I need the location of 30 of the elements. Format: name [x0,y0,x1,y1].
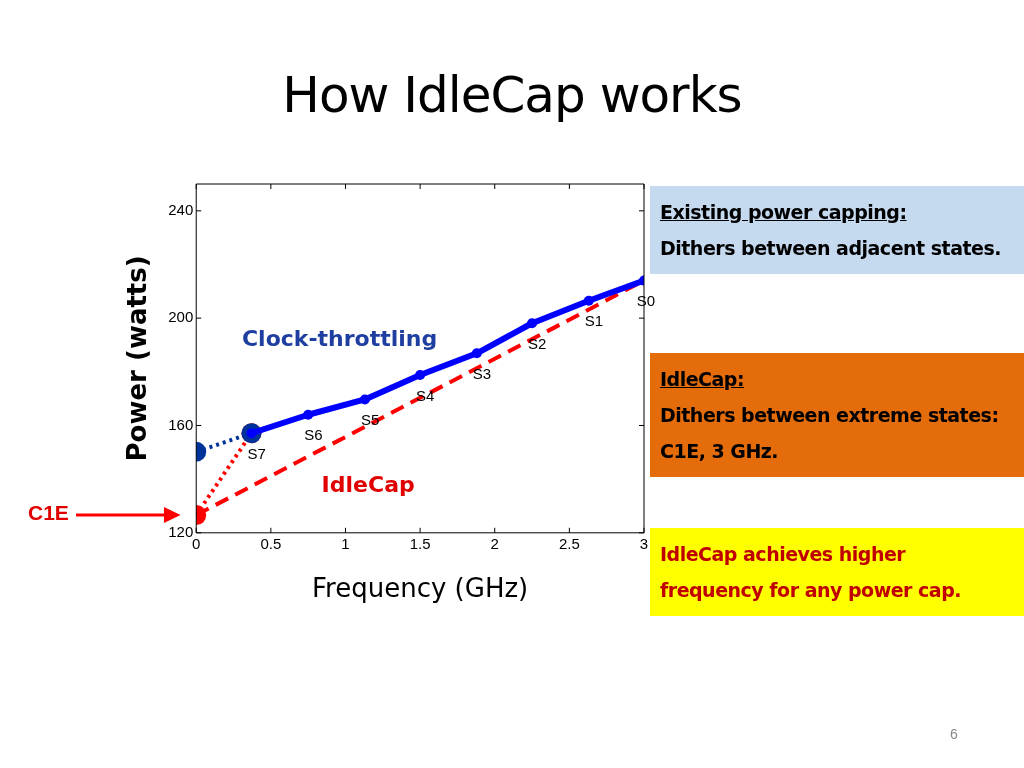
x-tick-label: 1.5 [409,534,431,552]
y-tick-label: 160 [168,415,194,433]
text: IdleCap: [660,367,746,392]
text: Dithers between extreme states: C1E, 3 GHz. [660,403,1000,464]
annotation: S1 [584,312,604,330]
x-tick-label: 1 [341,534,350,552]
text: C1E [28,501,69,526]
x-tick-label: 0 [192,534,201,552]
text: IdleCap achieves higher frequency for any power cap. [660,542,962,603]
x-axis-title: Frequency (GHz) [312,573,529,604]
text: 6 [950,726,958,742]
x-tick-label: 0.5 [260,534,282,552]
x-tick-label: 2.5 [558,534,580,552]
annotation: S2 [528,334,547,352]
annotation: S5 [360,411,380,429]
text: Existing power capping: [660,200,908,225]
series-label: IdleCap [321,472,415,498]
annotation: S0 [636,292,656,310]
text: Dithers between adjacent states. [660,236,1002,261]
x-tick-label: 2 [490,534,499,552]
series-label: Clock-throttling [241,325,438,351]
y-axis-title: Power (watts) [122,255,153,462]
y-tick-label: 120 [168,522,194,540]
y-tick-label: 240 [168,200,194,218]
x-tick-label: 3 [639,534,649,552]
chart-title: How IdleCap works [281,66,743,124]
annotation: S3 [472,364,492,382]
annotation: S6 [304,426,323,444]
y-tick-label: 200 [168,308,194,326]
annotation: S7 [247,444,266,462]
